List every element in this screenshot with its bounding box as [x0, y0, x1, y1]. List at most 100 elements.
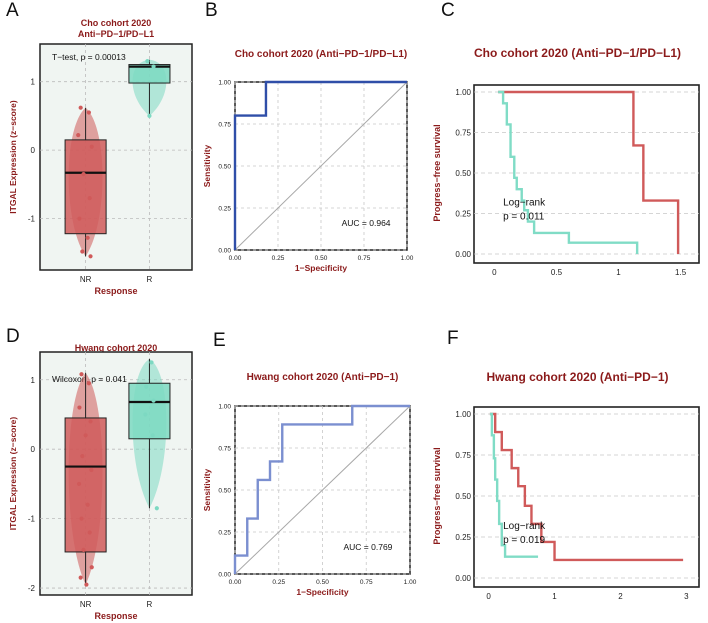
e-title: Hwang cohort 2020 (Anti−PD−1) [247, 372, 399, 383]
b-y-axis-label: Sensitivity [202, 144, 212, 187]
b-x-tick-label: 0.00 [229, 255, 242, 262]
c-x-tick-label: 1 [616, 268, 621, 277]
panel-label-e: E [213, 330, 226, 351]
d-point-nr [79, 516, 84, 521]
d-point-nr [89, 565, 94, 570]
f-y-axis-label: Progress−free survival [432, 447, 442, 544]
c-y-tick-label: 0.50 [455, 169, 471, 178]
c-km-curve-nr [498, 90, 639, 254]
d-point-nr [79, 372, 84, 377]
f-logrank-label: Log−rank [503, 521, 546, 532]
c-x-tick-label: 0 [492, 268, 497, 277]
b-x-tick-label: 0.50 [315, 255, 328, 262]
a-y-tick-label: -1 [28, 215, 36, 224]
d-point-nr [80, 454, 85, 459]
d-point-nr [86, 381, 91, 386]
e-y-tick-label: 0.50 [218, 488, 231, 495]
a-x-tick-label-nr: NR [80, 275, 92, 284]
e-auc-label: AUC = 0.769 [344, 542, 393, 552]
a-point-nr [89, 144, 94, 149]
f-x-tick-label: 1 [552, 592, 557, 601]
d-point-r [151, 398, 156, 403]
d-point-nr [78, 575, 83, 580]
d-point-r [154, 506, 159, 511]
a-point-nr [80, 249, 85, 254]
d-y-tick-label: -1 [28, 515, 36, 524]
a-point-nr [87, 195, 92, 201]
b-x-tick-label: 1.00 [401, 255, 414, 262]
d-point-nr [89, 467, 94, 473]
b-roc-curve [233, 80, 407, 250]
c-y-tick-label: 0.25 [455, 210, 471, 219]
b-x-tick-label: 0.25 [272, 255, 285, 262]
f-km-curve-r [489, 412, 684, 562]
e-x-tick-label: 1.00 [404, 579, 417, 586]
a-point-nr [78, 105, 83, 110]
d-box-nr [64, 417, 107, 553]
c-plot-area [473, 84, 700, 264]
b-y-tick-label: 0.25 [218, 206, 231, 213]
a-y-tick-label: 1 [31, 78, 36, 87]
c-y-tick-label: 0.75 [455, 129, 471, 138]
d-point-nr [85, 502, 90, 507]
a-x-tick-label-r: R [147, 275, 153, 284]
e-x-tick-label: 0.25 [272, 579, 285, 586]
e-x-tick-label: 0.75 [360, 579, 373, 586]
a-y-axis-label: ITGAL Expression (z−score) [8, 100, 18, 214]
d-point-nr [83, 433, 88, 438]
c-y-axis-label: Progress−free survival [432, 124, 442, 221]
b-y-tick-label: 0.00 [218, 248, 231, 255]
panel-label-d: D [6, 326, 20, 347]
a-point-r [147, 113, 152, 119]
d-y-tick-label: 1 [31, 376, 36, 385]
a-point-nr [76, 132, 81, 138]
f-km-curve-nr [489, 412, 539, 558]
e-y-tick-label: 1.00 [218, 404, 231, 411]
f-y-tick-label: 0.50 [455, 492, 471, 501]
e-y-tick-label: 0.00 [218, 572, 231, 579]
d-x-axis-label: Response [94, 611, 137, 621]
d-point-nr [81, 547, 86, 552]
d-title-line1: Hwang cohort 2020 [75, 343, 158, 353]
c-km-curve-r [498, 90, 680, 254]
f-y-tick-label: 1.00 [455, 410, 471, 419]
b-x-axis-label: 1−Specificity [295, 263, 347, 273]
d-point-nr [88, 419, 93, 424]
b-y-tick-label: 1.00 [218, 80, 231, 87]
a-point-r [145, 59, 150, 64]
c-x-tick-label: 1.5 [675, 268, 687, 277]
d-y-axis-label: ITGAL Expression (z−score) [8, 417, 18, 531]
f-x-tick-label: 2 [618, 592, 623, 601]
b-x-tick-label: 0.75 [358, 255, 371, 262]
b-auc-label: AUC = 0.964 [342, 218, 391, 228]
a-y-tick-label: 0 [31, 146, 36, 155]
d-point-r [149, 360, 154, 365]
a-point-nr [85, 235, 90, 240]
a-title-line1: Cho cohort 2020 [81, 18, 152, 28]
b-y-tick-label: 0.50 [218, 164, 231, 171]
c-logrank-label: Log−rank [503, 197, 546, 208]
f-title: Hwang cohort 2020 (Anti−PD−1) [486, 370, 668, 384]
a-point-nr [77, 216, 82, 221]
c-y-tick-label: 0.00 [455, 250, 471, 259]
c-title: Cho cohort 2020 (Anti−PD−1/PD−L1) [474, 46, 681, 60]
a-box-r [128, 64, 171, 84]
a-x-axis-label: Response [94, 286, 137, 296]
a-point-nr [88, 254, 93, 259]
d-point-nr [84, 582, 89, 587]
d-x-tick-label-nr: NR [80, 600, 92, 609]
f-y-tick-label: 0.00 [455, 574, 471, 583]
f-y-tick-label: 0.25 [455, 533, 471, 542]
e-diagonal-reference [234, 405, 411, 575]
panel-label-f: F [447, 328, 459, 349]
d-box-r [128, 382, 171, 440]
e-y-tick-label: 0.25 [218, 530, 231, 537]
d-point-r [150, 433, 155, 438]
c-x-tick-label: 0.5 [551, 268, 563, 277]
panel-label-a: A [6, 0, 19, 21]
d-y-tick-label: 0 [31, 445, 36, 454]
e-y-axis-label: Sensitivity [202, 468, 212, 511]
panel-label-b: B [205, 0, 218, 21]
a-point-r [151, 64, 156, 69]
